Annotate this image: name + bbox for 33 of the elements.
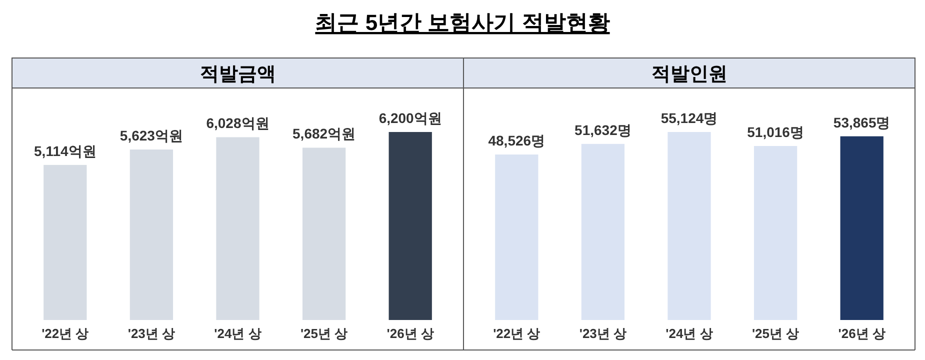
bar bbox=[668, 132, 711, 320]
x-tick-label: '24년 상 bbox=[214, 326, 262, 341]
bar bbox=[44, 164, 87, 320]
x-tick-label: '22년 상 bbox=[42, 326, 89, 341]
data-label: 55,124명 bbox=[660, 110, 718, 126]
bar bbox=[495, 154, 538, 320]
bar bbox=[840, 136, 884, 320]
data-label: 6,028억원 bbox=[206, 115, 270, 132]
chart-subtitle: 적발금액 bbox=[200, 64, 276, 85]
chart-title: 최근 5년간 보험사기 적발현황 bbox=[315, 10, 610, 35]
data-label: 5,682억원 bbox=[292, 126, 356, 142]
chart-subtitle: 적발인원 bbox=[651, 64, 728, 85]
data-label: 51,016명 bbox=[747, 124, 804, 140]
data-label: 6,200억원 bbox=[378, 110, 442, 126]
data-label: 51,632명 bbox=[574, 122, 632, 138]
data-label: 5,114억원 bbox=[34, 142, 96, 159]
bar bbox=[302, 148, 346, 320]
x-tick-label: '23년 상 bbox=[128, 326, 176, 341]
bar bbox=[388, 132, 432, 320]
x-tick-label: '23년 상 bbox=[579, 326, 627, 341]
bar bbox=[130, 149, 174, 320]
data-label: 48,526명 bbox=[488, 132, 546, 148]
x-tick-label: '25년 상 bbox=[752, 326, 800, 341]
x-tick-label: '26년 상 bbox=[386, 326, 434, 341]
data-label: 5,623억원 bbox=[120, 127, 183, 144]
x-tick-label: '25년 상 bbox=[300, 326, 348, 341]
bar bbox=[216, 137, 260, 320]
x-tick-label: '22년 상 bbox=[493, 326, 540, 341]
x-tick-label: '24년 상 bbox=[666, 326, 713, 341]
bar bbox=[581, 144, 625, 320]
data-label: 53,865명 bbox=[833, 114, 890, 130]
x-tick-label: '26년 상 bbox=[838, 326, 886, 341]
bar bbox=[754, 146, 798, 320]
